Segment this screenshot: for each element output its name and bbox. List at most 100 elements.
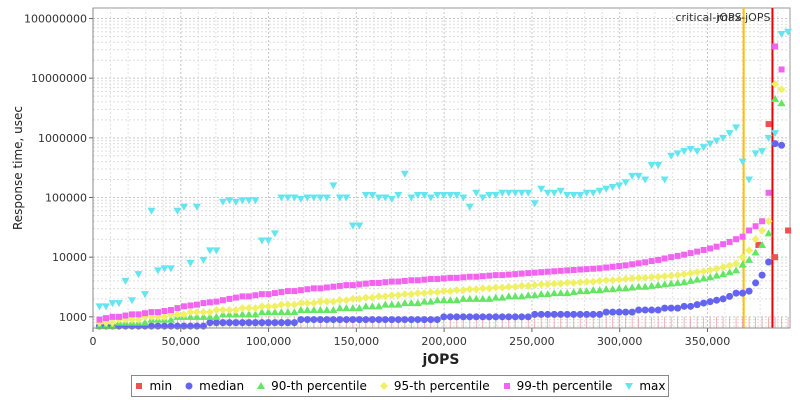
legend-label: 90-th percentile [271, 379, 367, 393]
data-point [686, 269, 695, 278]
data-point [622, 262, 629, 269]
x-tick-label: 200,000 [421, 335, 467, 348]
data-point [154, 322, 162, 330]
data-point [173, 310, 182, 319]
data-point [368, 316, 376, 324]
data-point [394, 291, 403, 300]
data-point [764, 229, 773, 237]
data-point [322, 194, 331, 202]
data-point [680, 302, 688, 310]
data-point [590, 265, 597, 272]
data-point [160, 265, 169, 273]
legend-marker-icon [185, 382, 193, 390]
data-point [244, 304, 253, 313]
data-point [511, 189, 520, 197]
data-point [499, 272, 506, 279]
data-point [440, 313, 448, 321]
data-point [407, 299, 416, 307]
data-point [654, 272, 663, 281]
data-point [732, 289, 740, 297]
data-point [225, 306, 234, 315]
data-point [478, 284, 487, 293]
data-point [400, 290, 409, 299]
data-point [765, 121, 772, 128]
data-point [602, 185, 611, 193]
data-point [569, 278, 578, 287]
data-point [446, 192, 455, 200]
legend-marker [136, 383, 143, 389]
data-point [713, 296, 721, 304]
data-point [563, 192, 572, 200]
data-point [634, 273, 643, 282]
data-point [693, 301, 701, 309]
data-point [595, 286, 604, 294]
data-point [485, 192, 494, 200]
data-point [654, 162, 663, 170]
series-99-th-percentile [96, 43, 785, 323]
data-point [238, 319, 246, 327]
data-point [388, 278, 395, 285]
data-point [153, 267, 162, 275]
data-point [551, 268, 558, 275]
data-point [543, 280, 552, 289]
data-point [693, 148, 702, 156]
data-point [680, 270, 689, 279]
data-point [329, 306, 338, 314]
data-point [596, 265, 603, 272]
data-point [284, 288, 291, 295]
data-point [648, 306, 656, 314]
data-point [634, 172, 643, 180]
data-point [459, 194, 468, 202]
y-tick-label: 10000000 [31, 72, 87, 85]
data-point [498, 313, 506, 321]
data-point [329, 182, 338, 190]
data-point [186, 312, 195, 320]
data-point [226, 295, 233, 302]
data-point [654, 281, 663, 289]
x-tick-label: 50,000 [162, 335, 201, 348]
data-point [121, 277, 130, 285]
data-point [752, 223, 759, 230]
data-point [173, 322, 181, 330]
data-point [738, 253, 747, 262]
data-point [355, 316, 363, 324]
data-point [336, 282, 343, 289]
data-point [686, 276, 695, 284]
data-point [232, 319, 240, 327]
data-point [244, 310, 253, 318]
data-point [330, 283, 337, 290]
data-point [446, 296, 455, 304]
x-tick-label: 350,000 [685, 335, 731, 348]
data-point [232, 294, 239, 301]
data-point [277, 194, 286, 202]
data-point [556, 289, 565, 297]
data-point [316, 194, 325, 202]
data-point [348, 222, 357, 230]
data-point [719, 295, 727, 303]
data-point [668, 254, 675, 261]
x-tick-label: 0 [90, 335, 97, 348]
data-point [524, 291, 533, 299]
data-point [290, 194, 299, 202]
data-point [96, 316, 103, 323]
data-point [576, 310, 584, 318]
data-point [420, 289, 429, 298]
data-point [550, 289, 559, 297]
data-point [570, 266, 577, 273]
data-point [726, 292, 734, 300]
data-point [576, 192, 585, 200]
data-point [369, 279, 376, 286]
data-point [239, 293, 246, 300]
data-point [550, 310, 558, 318]
data-point [148, 309, 155, 316]
data-point [615, 284, 624, 292]
data-point [420, 316, 428, 324]
data-point [712, 271, 721, 279]
data-point [642, 259, 649, 266]
data-point [381, 194, 390, 202]
data-point [466, 313, 474, 321]
data-point [686, 146, 695, 154]
data-point [245, 293, 252, 300]
y-tick-label: 1000000 [38, 132, 87, 145]
